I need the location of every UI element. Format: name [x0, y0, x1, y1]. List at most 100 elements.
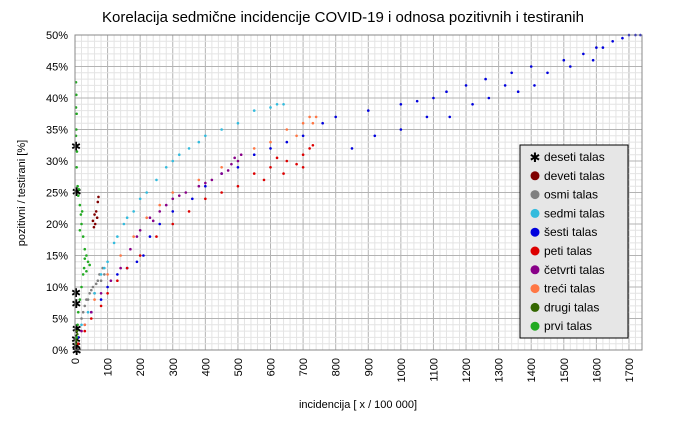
data-point — [445, 90, 448, 93]
data-point — [285, 128, 289, 131]
data-point — [80, 210, 84, 213]
legend-label: treći talas — [544, 282, 595, 296]
data-point — [93, 292, 96, 295]
data-point — [135, 235, 139, 238]
data-point — [503, 84, 507, 87]
x-tick-label: 900 — [363, 358, 375, 376]
legend-marker: ✱ — [530, 151, 541, 166]
legend-marker — [530, 171, 540, 181]
data-point — [171, 191, 175, 194]
data-point — [75, 339, 78, 342]
x-tick-label: 800 — [331, 358, 343, 376]
data-point — [85, 298, 88, 301]
data-point — [106, 285, 109, 289]
legend-marker — [530, 190, 540, 200]
data-point — [301, 134, 305, 138]
data-point — [164, 203, 168, 207]
data-point — [282, 103, 285, 106]
data-point — [83, 247, 87, 251]
data-point — [220, 128, 223, 131]
legend-label: deseti talas — [544, 150, 605, 164]
data-point — [85, 254, 88, 257]
data-point — [82, 266, 86, 270]
data-point — [76, 194, 80, 197]
data-point — [562, 58, 566, 62]
data-point — [109, 279, 113, 283]
data-point — [85, 269, 88, 273]
data-point — [399, 103, 403, 106]
data-point — [164, 166, 168, 169]
data-point — [210, 178, 214, 182]
x-tick-label: 100 — [103, 358, 115, 376]
legend-marker — [530, 302, 540, 312]
x-axis-label: incidencija [ x / 100 000] — [299, 399, 417, 411]
data-point — [311, 143, 315, 147]
data-point — [204, 197, 207, 201]
data-point — [86, 310, 90, 314]
data-point — [116, 273, 119, 276]
data-point — [516, 90, 520, 93]
data-point — [158, 222, 162, 226]
data-point — [471, 103, 474, 106]
data-point — [81, 310, 85, 314]
data-point — [197, 184, 201, 188]
y-tick-label: 30% — [46, 156, 68, 168]
data-point — [119, 266, 122, 270]
x-tick-label: 400 — [200, 358, 212, 376]
data-point — [510, 71, 513, 75]
data-point — [171, 210, 175, 213]
data-point — [269, 140, 272, 144]
x-tick-label: 1300 — [494, 358, 506, 382]
data-point — [80, 323, 83, 327]
data-point — [285, 140, 289, 144]
data-point — [81, 235, 85, 238]
data-point — [92, 225, 96, 229]
data-point — [80, 285, 83, 289]
x-tick-label: 1400 — [526, 358, 538, 382]
data-point — [601, 46, 605, 49]
data-point — [155, 235, 158, 238]
data-point — [78, 203, 82, 207]
data-point — [595, 46, 598, 49]
data-point — [233, 156, 236, 160]
data-point: ✱ — [71, 139, 81, 153]
data-point — [487, 96, 491, 100]
data-point — [94, 210, 98, 213]
data-point: ✱ — [71, 297, 81, 311]
data-point — [76, 342, 80, 346]
data-point — [145, 191, 148, 194]
data-point — [187, 147, 191, 150]
data-point — [103, 266, 106, 270]
legend-label: osmi talas — [544, 188, 598, 202]
data-point — [99, 273, 103, 276]
data-point — [529, 65, 533, 68]
data-point — [236, 159, 240, 163]
data-point — [301, 166, 305, 169]
data-point — [145, 216, 148, 219]
data-point — [75, 329, 79, 333]
data-point — [75, 336, 78, 339]
data-point — [125, 266, 129, 270]
data-point: ✱ — [71, 286, 81, 300]
data-point — [129, 247, 132, 251]
data-point — [171, 222, 175, 226]
data-point — [621, 36, 624, 40]
data-point — [484, 77, 487, 81]
legend-label: šesti talas — [544, 225, 597, 239]
y-tick-label: 10% — [46, 282, 68, 294]
y-axis-label: pozitivni / testirani [%] — [16, 140, 28, 246]
x-tick-label: 1000 — [396, 358, 408, 382]
data-point — [132, 235, 135, 238]
data-point — [350, 147, 354, 150]
data-point — [252, 153, 256, 156]
x-tick-label: 1700 — [624, 358, 636, 382]
data-point: ✱ — [71, 339, 81, 353]
data-point: ✱ — [72, 185, 82, 199]
legend-marker — [530, 227, 540, 237]
data-point — [91, 219, 95, 223]
data-point — [76, 323, 79, 327]
legend-label: drugi talas — [544, 300, 599, 314]
data-point — [76, 310, 80, 314]
data-point — [269, 147, 272, 150]
data-point — [96, 200, 100, 204]
